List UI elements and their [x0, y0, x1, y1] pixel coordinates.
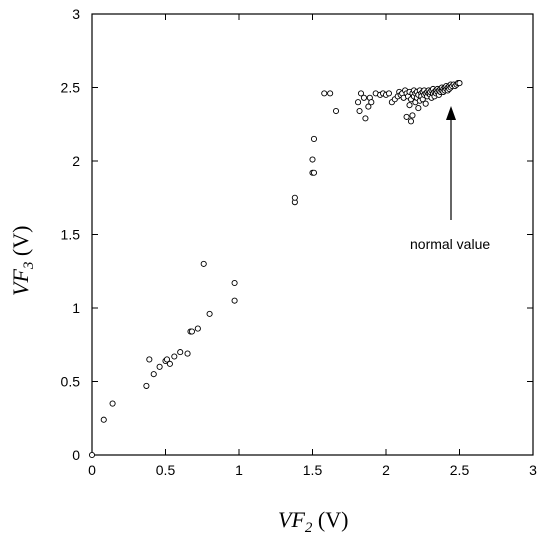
data-point: [310, 135, 318, 142]
data-point: [332, 107, 340, 115]
data-point: [407, 118, 415, 125]
y-tick-label: 3: [72, 6, 80, 22]
x-tick-label: 2: [382, 462, 390, 478]
y-tick-label: 0.5: [61, 374, 81, 390]
x-tick-label: 2.5: [450, 462, 470, 478]
data-point: [415, 105, 422, 112]
x-axis-title-main: VF: [278, 507, 305, 532]
annotation-label: normal value: [410, 236, 490, 252]
data-point: [409, 112, 416, 119]
x-tick-label: 3: [529, 462, 537, 478]
data-point: [385, 90, 392, 97]
annotation-arrow: [446, 106, 456, 220]
data-point: [309, 156, 316, 163]
x-tick-label: 0: [88, 462, 96, 478]
data-point: [403, 113, 410, 120]
data-point: [360, 94, 368, 101]
data-point: [171, 353, 178, 360]
x-tick-label: 0.5: [156, 462, 176, 478]
y-tick-label: 2.5: [61, 80, 81, 96]
axis-ticks: [91, 13, 534, 456]
y-axis-title-sub: 3: [21, 262, 37, 271]
data-point: [163, 356, 171, 363]
y-tick-labels: 0 0.5 1 1.5 2 2.5 3: [61, 6, 81, 463]
data-point: [88, 451, 96, 459]
data-point: [310, 169, 318, 176]
data-point: [206, 310, 213, 317]
x-axis-title: VF2 (V): [278, 507, 348, 536]
y-axis-title-unit: (V): [8, 226, 33, 262]
data-point: [357, 90, 365, 97]
data-point: [406, 102, 413, 109]
x-tick-label: 1: [235, 462, 243, 478]
data-point: [356, 107, 363, 115]
data-point: [368, 99, 375, 106]
data-point: [109, 400, 116, 407]
data-point: [200, 260, 207, 267]
data-point: [146, 356, 153, 363]
data-point: [194, 325, 201, 332]
data-points: [88, 80, 463, 459]
x-tick-label: 1.5: [303, 462, 323, 478]
data-point: [231, 297, 238, 304]
data-point: [365, 103, 372, 110]
data-point: [422, 100, 429, 107]
x-axis-title-sub: 2: [305, 520, 313, 536]
x-axis-title-unit: (V): [312, 507, 348, 532]
x-tick-labels: 0 0.5 1 1.5 2 2.5 3: [88, 462, 537, 478]
data-point: [100, 416, 107, 423]
y-tick-label: 2: [72, 153, 80, 169]
data-point: [156, 363, 163, 370]
y-axis-title-main: VF: [8, 269, 33, 296]
data-point: [166, 360, 173, 367]
data-point: [362, 115, 369, 122]
data-point: [456, 80, 463, 87]
data-point: [321, 90, 328, 97]
data-point: [177, 349, 184, 356]
data-point: [143, 382, 150, 389]
plot-frame: [91, 13, 534, 456]
y-axis-title: VF3 (V): [8, 226, 37, 296]
y-tick-label: 1.5: [61, 227, 81, 243]
data-point: [188, 328, 196, 335]
data-point: [150, 371, 157, 378]
data-point: [355, 99, 362, 106]
y-tick-label: 1: [72, 300, 80, 316]
y-tick-label: 0: [72, 447, 80, 463]
data-point: [184, 350, 191, 357]
data-point: [291, 194, 298, 201]
data-point: [231, 279, 238, 287]
data-point: [327, 90, 334, 97]
